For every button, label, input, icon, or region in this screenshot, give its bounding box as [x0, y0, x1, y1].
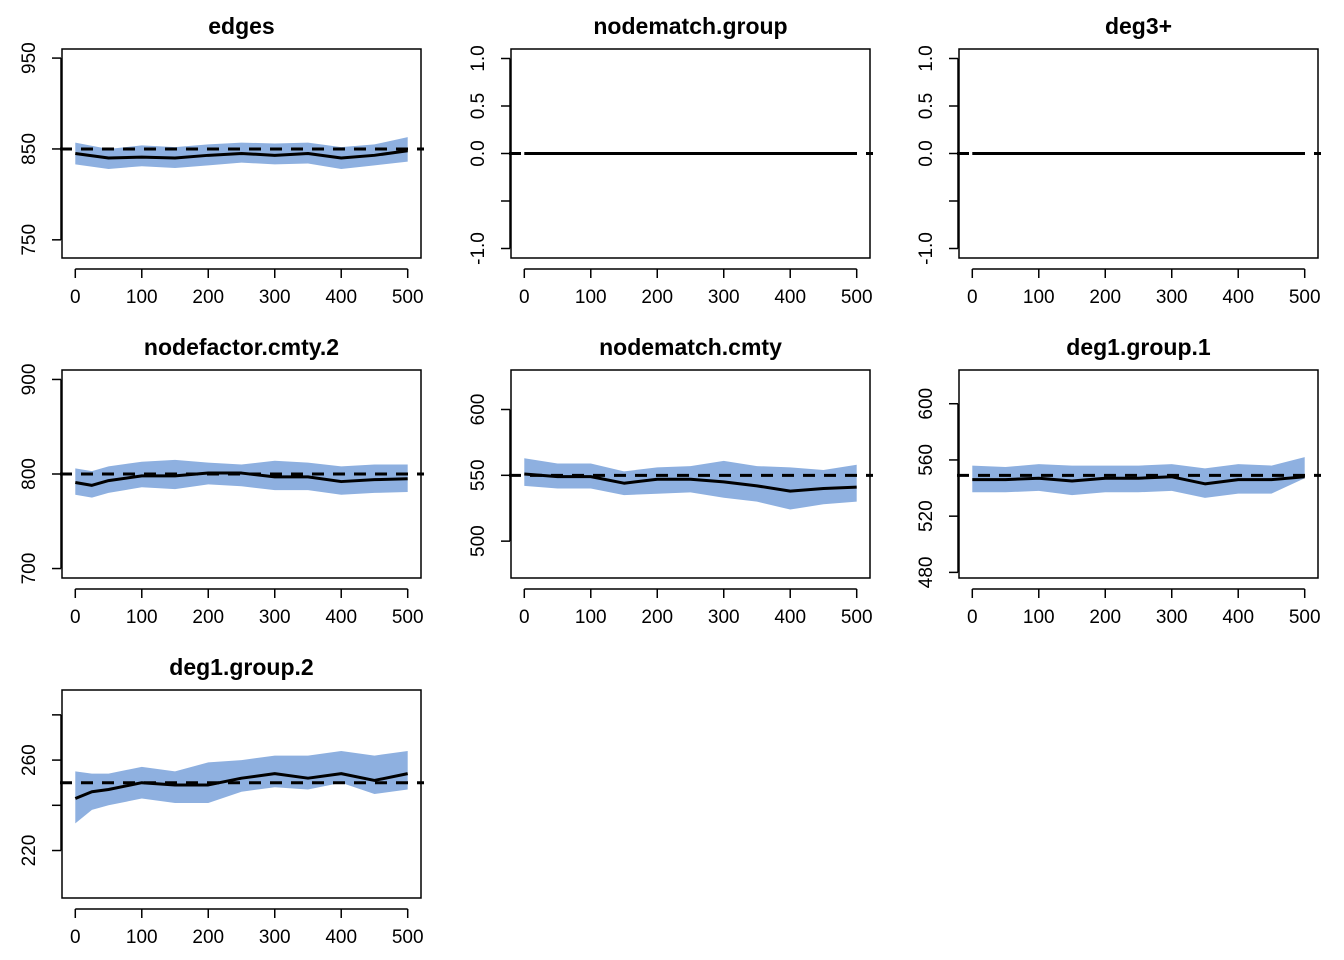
panel-title: deg1.group.1	[1066, 334, 1211, 360]
x-tick-label: 300	[1156, 607, 1188, 628]
x-tick-label: 200	[1089, 607, 1121, 628]
x-tick-label: 0	[967, 607, 978, 628]
y-tick-label: 0.5	[916, 93, 937, 119]
simulated-line	[74, 772, 409, 800]
plot-frame	[61, 48, 422, 259]
panel-title: nodematch.group	[593, 13, 787, 39]
x-tick-label: 500	[841, 287, 873, 308]
plot-frame	[61, 689, 422, 899]
x-tick-label: 100	[1023, 607, 1055, 628]
confidence-band	[75, 459, 408, 498]
x-tick-label: 400	[774, 287, 806, 308]
plot-frame	[510, 369, 871, 579]
y-tick-label: 0.0	[916, 140, 937, 166]
confidence-band	[75, 751, 408, 824]
x-tick-label: 200	[641, 607, 673, 628]
x-tick-label: 100	[575, 287, 607, 308]
x-tick-label: 400	[325, 287, 357, 308]
y-tick-label: 220	[19, 835, 40, 867]
panel-title: deg1.group.2	[169, 654, 313, 680]
y-tick-label: 520	[916, 500, 937, 532]
x-tick-label: 500	[1289, 607, 1321, 628]
x-tick-label: 500	[1289, 287, 1321, 308]
y-tick-label: 1.0	[468, 45, 489, 71]
x-tick-label: 100	[126, 287, 158, 308]
panel-title: nodefactor.cmty.2	[144, 334, 339, 360]
x-tick-label: 0	[519, 607, 530, 628]
plot-frame	[510, 48, 871, 259]
x-tick-label: 400	[1222, 287, 1254, 308]
y-tick-label: -1.0	[916, 232, 937, 265]
panel-title: edges	[208, 13, 274, 39]
panel-7: deg1.group.2 0 100 200 300 400 500 220 260	[19, 654, 424, 948]
x-tick-label: 300	[1156, 287, 1188, 308]
y-tick-label: 550	[468, 459, 489, 491]
x-tick-label: 0	[70, 287, 81, 308]
y-tick-label: 1.0	[916, 45, 937, 71]
panel-4: nodefactor.cmty.2 0 100 200 300 400 500 700 800 9…	[19, 334, 424, 628]
panel-2: nodematch.group 0 100 200 300 400 500 -1.0 0.0 0.…	[468, 13, 873, 308]
simulated-line	[972, 475, 1305, 486]
panel-1: edges 0 100 200 300 400 500 750 850 950	[19, 13, 424, 308]
x-tick-label: 0	[967, 287, 978, 308]
x-tick-label: 400	[325, 607, 357, 628]
panel-5: nodematch.cmty 0 100 200 300 400 500 500 550 600	[468, 334, 873, 628]
panel-6: deg1.group.1 0 100 200 300 400 500 480 520 560 600	[916, 334, 1321, 628]
x-tick-label: 100	[1023, 287, 1055, 308]
panel-title: nodematch.cmty	[599, 334, 782, 360]
x-tick-label: 0	[519, 287, 530, 308]
x-tick-label: 500	[392, 927, 424, 948]
y-tick-label: 800	[19, 458, 40, 490]
y-tick-label: 950	[19, 42, 40, 74]
y-tick-label: 750	[19, 224, 40, 256]
x-tick-label: 100	[126, 927, 158, 948]
x-tick-label: 300	[259, 287, 291, 308]
panel-3: deg3+ 0 100 200 300 400 500 -1.0 0.0 0.5 1.0	[916, 13, 1321, 308]
y-tick-label: 700	[19, 553, 40, 585]
y-tick-label: -1.0	[468, 232, 489, 265]
confidence-band	[524, 458, 857, 510]
plot-frame	[61, 369, 422, 579]
x-tick-label: 0	[70, 607, 81, 628]
simulated-line	[75, 471, 408, 487]
y-tick-label: 480	[916, 557, 937, 589]
x-tick-label: 500	[392, 607, 424, 628]
y-tick-label: 0.5	[468, 93, 489, 119]
x-tick-label: 500	[392, 287, 424, 308]
plot-frame	[958, 369, 1319, 579]
x-tick-label: 400	[774, 607, 806, 628]
y-tick-label: 0.0	[468, 140, 489, 166]
x-tick-label: 400	[325, 927, 357, 948]
x-tick-label: 100	[575, 607, 607, 628]
x-tick-label: 300	[708, 287, 740, 308]
y-tick-label: 560	[916, 444, 937, 476]
x-tick-label: 300	[259, 927, 291, 948]
x-tick-label: 200	[641, 287, 673, 308]
y-tick-label: 500	[468, 525, 489, 557]
x-tick-label: 200	[1089, 287, 1121, 308]
x-tick-label: 200	[192, 287, 224, 308]
y-tick-label: 260	[19, 744, 40, 776]
x-tick-label: 200	[192, 607, 224, 628]
y-tick-label: 600	[916, 388, 937, 420]
x-tick-label: 0	[70, 927, 81, 948]
y-tick-label: 600	[468, 394, 489, 426]
plot-frame	[958, 48, 1319, 259]
x-tick-label: 100	[126, 607, 158, 628]
x-tick-label: 500	[841, 607, 873, 628]
simulated-line	[75, 149, 408, 160]
x-tick-label: 300	[259, 607, 291, 628]
panel-title: deg3+	[1105, 13, 1172, 39]
y-tick-label: 850	[19, 133, 40, 165]
x-tick-label: 400	[1222, 607, 1254, 628]
x-tick-label: 300	[708, 607, 740, 628]
y-tick-label: 900	[19, 364, 40, 396]
x-tick-label: 200	[192, 927, 224, 948]
